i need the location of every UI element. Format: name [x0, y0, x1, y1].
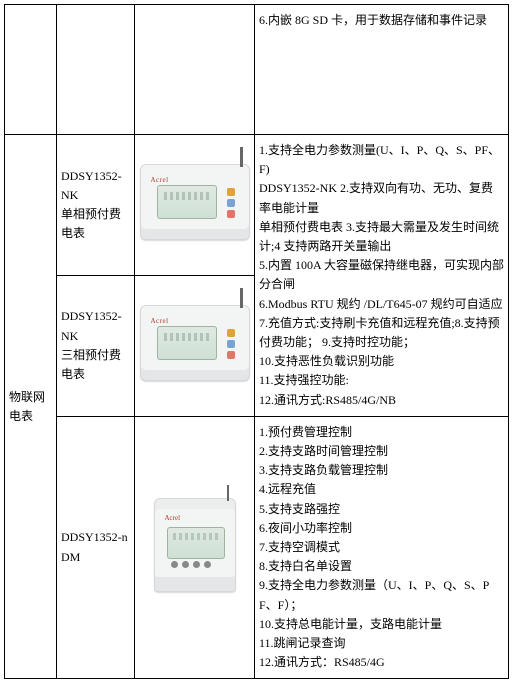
spec-table: 6.内嵌 8G SD 卡，用于数据存储和事件记录 物联网电表 DDSY1352-… — [4, 4, 509, 679]
sku-subtitle: 三相预付费电表 — [61, 346, 130, 384]
desc-cell: 6.内嵌 8G SD 卡，用于数据存储和事件记录 — [255, 5, 509, 135]
sku-cell: DDSY1352-nDM — [57, 416, 135, 679]
device-image-icon: Acrel — [140, 305, 250, 381]
sku-cell: DDSY1352-NK 单相预付费电表 — [57, 135, 135, 276]
desc-line: 5.内置 100A 大容量磁保持继电器，可实现内部分合闸 — [259, 256, 504, 294]
desc-cell: 1.预付费管理控制 2.支持支路时间管理控制 3.支持支路负载管理控制 4.远程… — [255, 416, 509, 679]
table-row: DDSY1352-nDM Acrel 1.预付费管理控制 2.支持支路时间管理控… — [5, 416, 509, 679]
desc-line: 单相预付费电表 3.支持最大需量及发生时间统计;4 支持两路开关量输出 — [259, 218, 504, 256]
sku-subtitle: 单相预付费电表 — [61, 205, 130, 243]
desc-line: 2.支持支路时间管理控制 — [259, 442, 504, 461]
desc-line: 1.支持全电力参数测量(U、I、P、Q、S、PF、F) — [259, 141, 504, 179]
desc-line: 10.支持总电能计量，支路电能计量 — [259, 615, 504, 634]
image-cell: Acrel — [135, 416, 255, 679]
category-label: 物联网电表 — [9, 390, 45, 423]
desc-line: 9.支持全电力参数测量（U、I、P、Q、S、PF、F）； — [259, 576, 504, 614]
device-image-icon: Acrel — [154, 498, 236, 592]
sku-code: DDSY1352-NK — [61, 167, 130, 205]
image-cell: Acrel — [135, 275, 255, 416]
device-image-icon: Acrel — [140, 164, 250, 240]
sku-cell-empty — [57, 5, 135, 135]
desc-line: 11.跳闸记录查询 — [259, 634, 504, 653]
image-cell: Acrel — [135, 135, 255, 276]
desc-line: 6.夜间小功率控制 — [259, 519, 504, 538]
desc-line: 12.通讯方式：RS485/4G — [259, 653, 504, 672]
sku-code: DDSY1352-NK — [61, 307, 130, 345]
table-row: 物联网电表 DDSY1352-NK 单相预付费电表 Acrel 1.支持全电力参… — [5, 135, 509, 276]
desc-line: 7.充值方式:支持刷卡充值和远程充值;8.支持预付费功能； 9.支持时控功能； — [259, 314, 504, 352]
desc-line: 12.通讯方式:RS485/4G/NB — [259, 391, 504, 410]
desc-line: 4.远程充值 — [259, 480, 504, 499]
category-cell-empty — [5, 5, 57, 135]
desc-line: 7.支持空调模式 — [259, 538, 504, 557]
image-cell-empty — [135, 5, 255, 135]
table-row: 6.内嵌 8G SD 卡，用于数据存储和事件记录 — [5, 5, 509, 135]
desc-line: 1.预付费管理控制 — [259, 423, 504, 442]
desc-line: 3.支持支路负载管理控制 — [259, 461, 504, 480]
desc-line: 5.支持支路强控 — [259, 500, 504, 519]
desc-line: 10.支持恶性负载识别功能 — [259, 352, 504, 371]
sku-code: DDSY1352-nDM — [61, 528, 130, 566]
category-cell: 物联网电表 — [5, 135, 57, 679]
desc-line: 8.支持白名单设置 — [259, 557, 504, 576]
sku-cell: DDSY1352-NK 三相预付费电表 — [57, 275, 135, 416]
desc-line: 6.内嵌 8G SD 卡，用于数据存储和事件记录 — [259, 11, 504, 30]
desc-line: DDSY1352-NK 2.支持双向有功、无功、复费率电能计量 — [259, 179, 504, 217]
desc-cell: 1.支持全电力参数测量(U、I、P、Q、S、PF、F) DDSY1352-NK … — [255, 135, 509, 417]
desc-line: 11.支持强控功能: — [259, 371, 504, 390]
desc-line: 6.Modbus RTU 规约 /DL/T645-07 规约可自适应 — [259, 295, 504, 314]
